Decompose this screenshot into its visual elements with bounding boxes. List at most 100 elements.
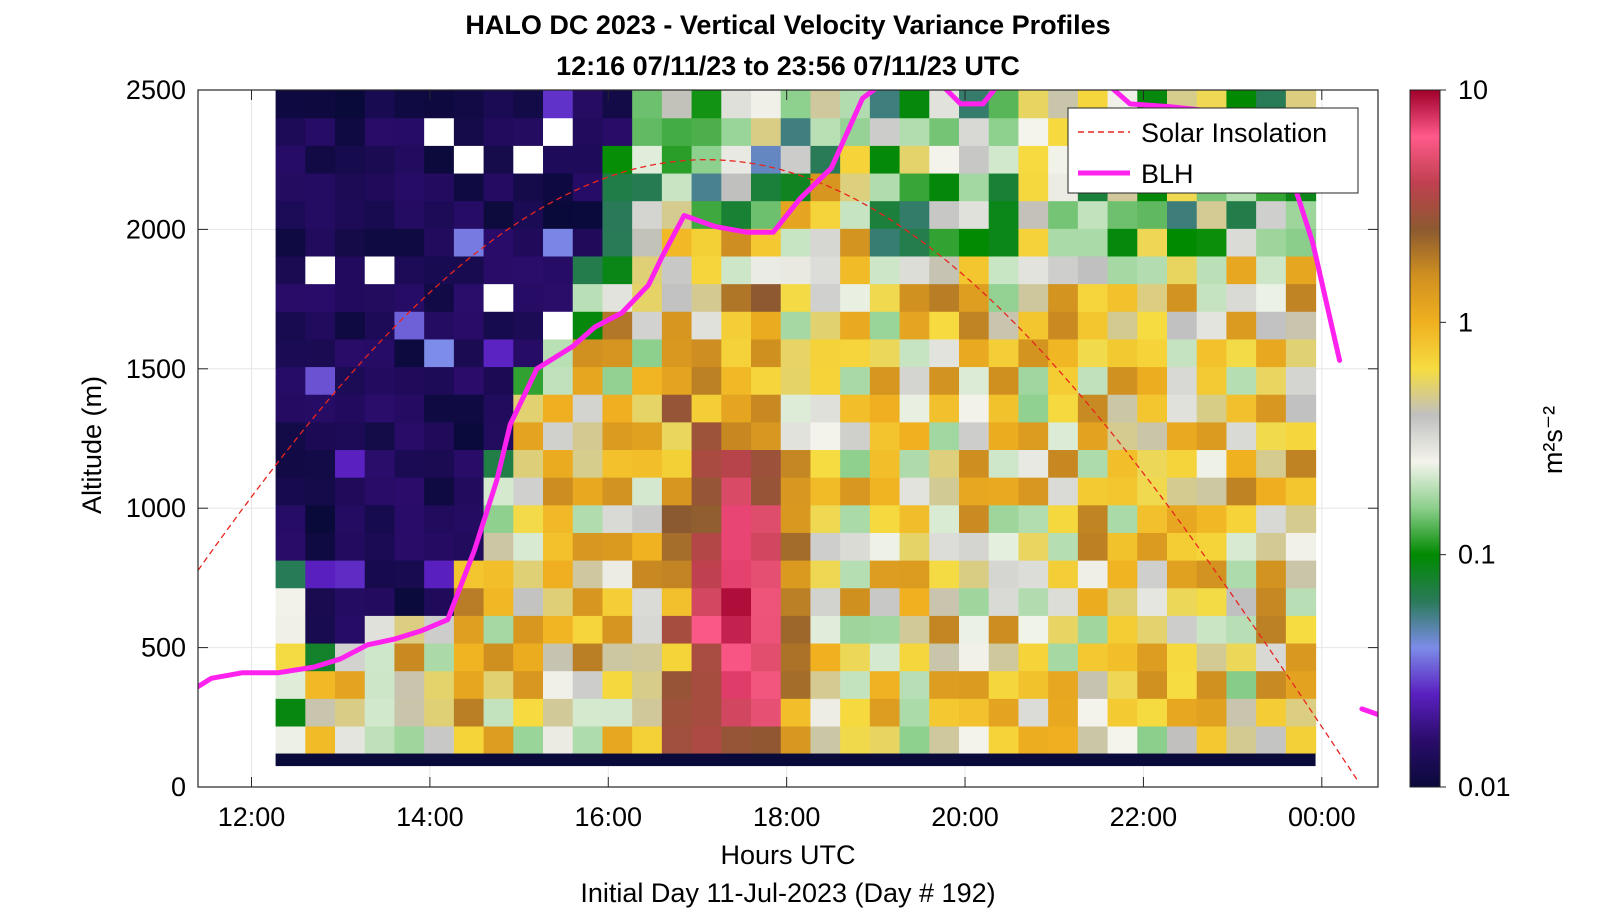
- heatmap-cell: [869, 366, 901, 395]
- heatmap-cell: [632, 698, 663, 727]
- heatmap-cell: [453, 477, 485, 506]
- heatmap-cell: [899, 615, 930, 644]
- heatmap-cell: [780, 449, 812, 478]
- heatmap-cell: [1167, 698, 1198, 727]
- heatmap-cell: [453, 283, 485, 312]
- heatmap-cell: [929, 228, 960, 257]
- heatmap-cell: [1196, 477, 1228, 506]
- heatmap-cell: [1256, 283, 1287, 312]
- legend-box: [1067, 107, 1359, 194]
- heatmap-cell: [1285, 338, 1317, 368]
- heatmap-cell: [453, 421, 485, 451]
- heatmap-cell: [751, 117, 782, 146]
- heatmap-cell: [394, 642, 425, 672]
- heatmap-cell: [780, 145, 812, 174]
- heatmap-cell: [394, 725, 425, 755]
- heatmap-cell: [572, 587, 604, 616]
- heatmap-cell: [661, 532, 693, 561]
- heatmap-cell: [424, 421, 455, 451]
- heatmap-cell: [929, 587, 960, 616]
- heatmap-cell: [1196, 255, 1228, 285]
- heatmap-cell: [988, 145, 1020, 174]
- heatmap-cell: [424, 532, 455, 561]
- heatmap-cell: [959, 532, 990, 561]
- heatmap-cell: [1256, 615, 1287, 644]
- heatmap-cell: [1077, 449, 1109, 478]
- heatmap-cell: [1226, 532, 1257, 561]
- heatmap-cell: [513, 504, 544, 533]
- heatmap-cell: [572, 615, 604, 644]
- heatmap-cell: [424, 449, 455, 478]
- heatmap-cell: [335, 449, 366, 478]
- heatmap-cell: [1167, 366, 1198, 395]
- heatmap-cell: [899, 255, 930, 285]
- heatmap-cell: [1137, 366, 1168, 395]
- heatmap-cell: [632, 670, 663, 699]
- heatmap-cell: [602, 642, 633, 672]
- heatmap-cell: [1285, 504, 1317, 533]
- heatmap-cell: [959, 421, 990, 451]
- heatmap-cell: [543, 145, 574, 174]
- heatmap-cell: [543, 615, 574, 644]
- heatmap-cell: [394, 311, 425, 340]
- heatmap-cell: [959, 145, 990, 174]
- heatmap-cell: [364, 725, 396, 755]
- heatmap-cell: [691, 255, 722, 285]
- heatmap-cell: [305, 145, 336, 174]
- heatmap-cell: [1107, 725, 1138, 755]
- heatmap-cell: [899, 366, 930, 395]
- heatmap-cell: [632, 504, 663, 533]
- heatmap-cell: [691, 670, 722, 699]
- heatmap-cell: [661, 117, 693, 146]
- heatmap-cell: [424, 670, 455, 699]
- y-axis-ticks: 0 500 1000 1500 2000 2500: [126, 75, 1378, 802]
- heatmap-cell: [929, 366, 960, 395]
- heatmap-cell: [572, 725, 604, 755]
- heatmap-cell: [751, 642, 782, 672]
- heatmap-cell: [364, 449, 396, 478]
- heatmap-cell: [1137, 228, 1168, 257]
- heatmap-cell: [632, 366, 663, 395]
- heatmap-cell: [899, 670, 930, 699]
- heatmap-cell: [869, 670, 901, 699]
- heatmap-cell: [721, 255, 752, 285]
- heatmap-cell: [1285, 477, 1317, 506]
- heatmap-cell: [1226, 725, 1257, 755]
- heatmap-cell: [602, 670, 633, 699]
- heatmap-cell: [691, 228, 722, 257]
- heatmap-cell: [869, 698, 901, 727]
- heatmap-cell: [751, 90, 782, 119]
- heatmap-cell: [899, 90, 930, 119]
- chart-subtitle: 12:16 07/11/23 to 23:56 07/11/23 UTC: [556, 51, 1020, 81]
- heatmap-cell: [335, 366, 366, 395]
- heatmap-cell: [1077, 725, 1109, 755]
- heatmap-cell: [513, 587, 544, 616]
- heatmap-cell: [810, 421, 841, 451]
- heatmap-cell: [691, 394, 722, 423]
- heatmap-cell: [335, 255, 366, 285]
- heatmap-cell: [305, 394, 336, 423]
- heatmap-cell: [721, 145, 752, 174]
- heatmap-cell: [721, 587, 752, 616]
- heatmap-cell: [721, 725, 752, 755]
- heatmap-cell: [1048, 338, 1079, 368]
- heatmap-cell: [572, 642, 604, 672]
- heatmap-cell: [661, 90, 693, 119]
- heatmap-cell: [1107, 449, 1138, 478]
- heatmap-cell: [1137, 504, 1168, 533]
- heatmap-cell: [572, 477, 604, 506]
- heatmap-cell: [572, 90, 604, 119]
- heatmap-cell: [840, 725, 871, 755]
- heatmap-cell: [1196, 228, 1228, 257]
- heatmap-cell: [305, 228, 336, 257]
- heatmap-cell: [1137, 642, 1168, 672]
- heatmap-cell: [661, 560, 693, 589]
- heatmap-cell: [602, 145, 633, 174]
- heatmap-cell: [513, 642, 544, 672]
- colorbar-tick-label: 1: [1458, 307, 1473, 337]
- heatmap-cell: [1167, 560, 1198, 589]
- heatmap-cell: [721, 172, 752, 202]
- heatmap-cell: [453, 615, 485, 644]
- heatmap-cell: [1018, 615, 1049, 644]
- heatmap-cell: [1077, 532, 1109, 561]
